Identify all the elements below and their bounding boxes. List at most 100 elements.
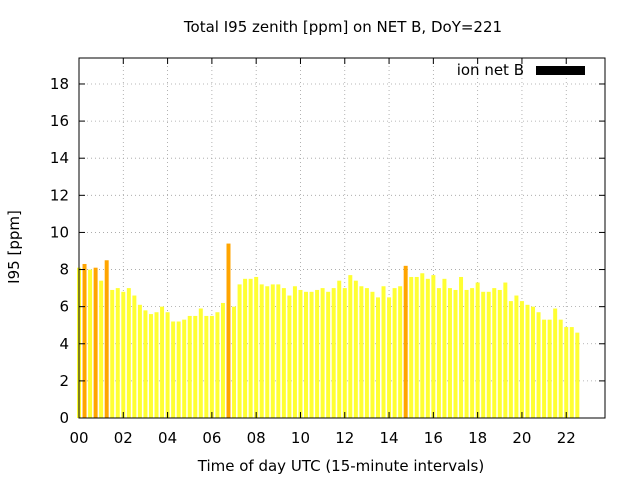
bar [193,315,198,418]
bar [326,291,331,418]
bar [110,289,115,418]
bar [531,306,536,418]
bar [564,327,569,418]
bar [337,280,342,418]
bar [542,319,547,418]
bar [209,315,214,418]
bar [387,297,392,418]
bar [121,291,126,418]
bar [431,275,436,418]
bar [398,286,403,418]
bar [420,273,425,418]
bar [187,315,192,418]
bar [558,319,563,418]
x-tick-label: 18 [468,429,487,447]
bar [497,289,502,418]
bar [359,286,364,418]
bar [292,286,297,418]
bar [514,295,519,418]
bar [204,315,209,418]
bar [409,276,414,418]
bar [464,289,469,418]
bar [375,297,380,418]
x-tick-label: 08 [247,429,266,447]
bar [414,276,419,418]
bar [215,312,220,418]
bar [304,291,309,418]
bar [364,288,369,418]
bar [243,278,248,418]
y-tick-label: 4 [59,335,69,353]
x-tick-label: 02 [114,429,133,447]
plot-frame [78,57,606,419]
bar [320,288,325,418]
y-axis-label: I95 [ppm] [5,210,23,284]
x-tick-label: 10 [291,429,310,447]
bar [176,321,181,418]
x-tick-label: 20 [512,429,531,447]
x-axis-label: Time of day UTC (15-minute intervals) [197,457,484,475]
x-tick-label: 12 [335,429,354,447]
bar [93,267,98,418]
bar [470,288,475,418]
bar [259,284,264,418]
x-tick-label: 22 [557,429,576,447]
bar [575,332,580,418]
bar [353,280,358,418]
chart-title: Total I95 zenith [ppm] on NET B, DoY=221 [183,18,502,36]
bar [160,306,165,418]
bar [519,301,524,418]
bar [348,275,353,418]
x-tick-label: 14 [380,429,399,447]
bar [115,288,120,418]
bar [370,291,375,418]
bar [331,288,336,418]
bar [276,284,281,418]
bar [143,310,148,418]
bar [220,302,225,418]
bar [165,312,170,418]
bar [436,288,441,418]
bar [553,308,558,418]
legend: ion net B [457,61,585,79]
bar [126,288,131,418]
bar [154,312,159,418]
y-tick-label: 6 [59,298,69,316]
bar [237,284,242,418]
bar [425,278,430,418]
bar [198,308,203,418]
legend-label: ion net B [457,61,524,79]
bar [569,327,574,418]
bar [475,282,480,418]
bar [503,282,508,418]
bar [99,280,104,418]
bar [287,295,292,418]
bar [381,286,386,418]
x-tick-label: 06 [202,429,221,447]
bar [315,289,320,418]
bar [182,319,187,418]
bar [536,312,541,418]
bar [492,288,497,418]
legend-swatch [536,66,585,75]
y-tick-label: 10 [50,223,69,241]
bar [254,276,259,418]
y-tick-label: 16 [50,112,69,130]
bar [82,263,87,418]
y-tick-label: 2 [59,372,69,390]
bar [453,289,458,418]
bar [171,321,176,418]
bar [459,276,464,418]
bar [148,314,153,418]
bar [486,291,491,418]
y-tick-label: 14 [50,149,69,167]
bar [137,304,142,418]
x-tick-label: 04 [158,429,177,447]
y-tick-label: 12 [50,186,69,204]
bar [392,288,397,418]
y-tick-label: 0 [59,409,69,427]
bar [298,289,303,418]
bar [508,301,513,418]
